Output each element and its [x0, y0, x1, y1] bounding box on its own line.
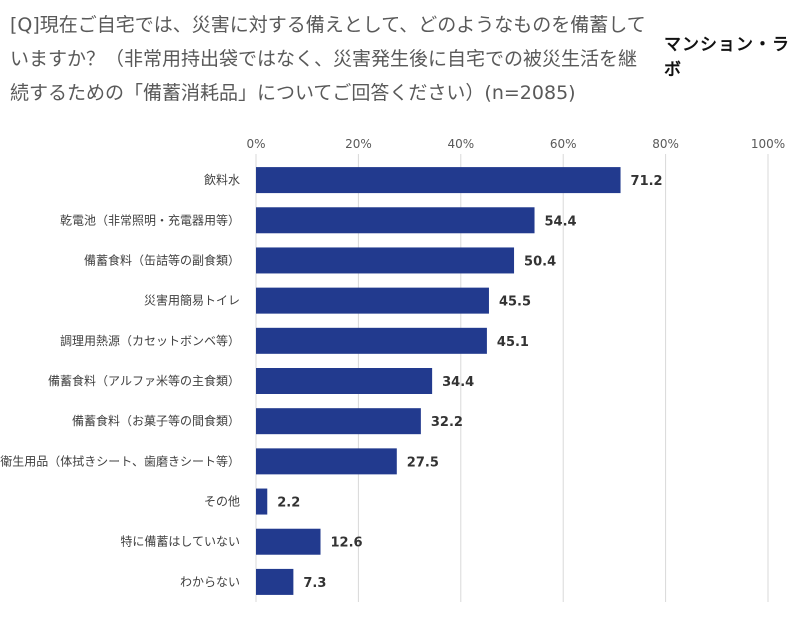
value-labels: 71.2 54.4 50.4 45.5 45.1 34.4 32.2 27.5 2.2 12.6 7… [277, 174, 662, 591]
brand-logo: マンション・ラボ [664, 35, 790, 80]
category-label: 備蓄食料（缶詰等の副食類） [84, 252, 240, 267]
bar [256, 448, 397, 475]
category-label: 調理用熱源（カセットボンベ等） [60, 334, 240, 348]
data-label: 54.4 [545, 214, 577, 229]
category-label: 備蓄食料（アルファ米等の主食類） [48, 373, 240, 388]
data-label: 45.5 [499, 295, 531, 310]
bar [256, 528, 321, 555]
x-tick-label: 0% [246, 137, 265, 151]
bar [256, 287, 489, 314]
data-label: 50.4 [524, 254, 556, 269]
category-label: 特に備蓄はしていない [120, 534, 240, 549]
bar [256, 368, 433, 394]
bars [256, 167, 621, 595]
category-label: 飲料水 [204, 172, 240, 187]
data-label: 2.2 [277, 496, 300, 511]
category-label: 衛生用品（体拭きシート、歯磨きシート等） [0, 454, 240, 468]
category-label: 災害用簡易トイレ [144, 293, 240, 308]
x-tick-label: 80% [652, 137, 679, 151]
data-label: 27.5 [407, 455, 439, 470]
data-label: 71.2 [631, 174, 663, 189]
data-label: 32.2 [431, 415, 463, 430]
x-tick-label: 20% [345, 137, 372, 151]
bar [256, 327, 487, 354]
data-label: 7.3 [303, 576, 326, 591]
category-label: わからない [180, 575, 240, 589]
bar [256, 167, 621, 194]
category-label: その他 [204, 495, 240, 509]
category-label: 備蓄食料（お菓子等の間食類） [72, 413, 240, 428]
bar [256, 568, 294, 595]
bar [256, 247, 515, 274]
data-label: 12.6 [331, 536, 363, 551]
x-tick-label: 100% [751, 137, 785, 151]
x-tick-label: 40% [447, 137, 474, 151]
category-label: 乾電池（非常照明・充電器用等） [60, 212, 240, 227]
x-tick-label: 60% [550, 137, 577, 151]
data-label: 34.4 [442, 375, 474, 390]
chart-title: [Q]現在ご自宅では、災害に対する備えとして、どのようなものを備蓄していますか？… [10, 14, 646, 104]
bar [256, 488, 268, 515]
bar [256, 408, 421, 435]
data-label: 45.1 [497, 335, 529, 350]
bar [256, 207, 535, 234]
x-axis-ticks: 0% 20% 40% 60% 80% 100% [246, 137, 785, 151]
